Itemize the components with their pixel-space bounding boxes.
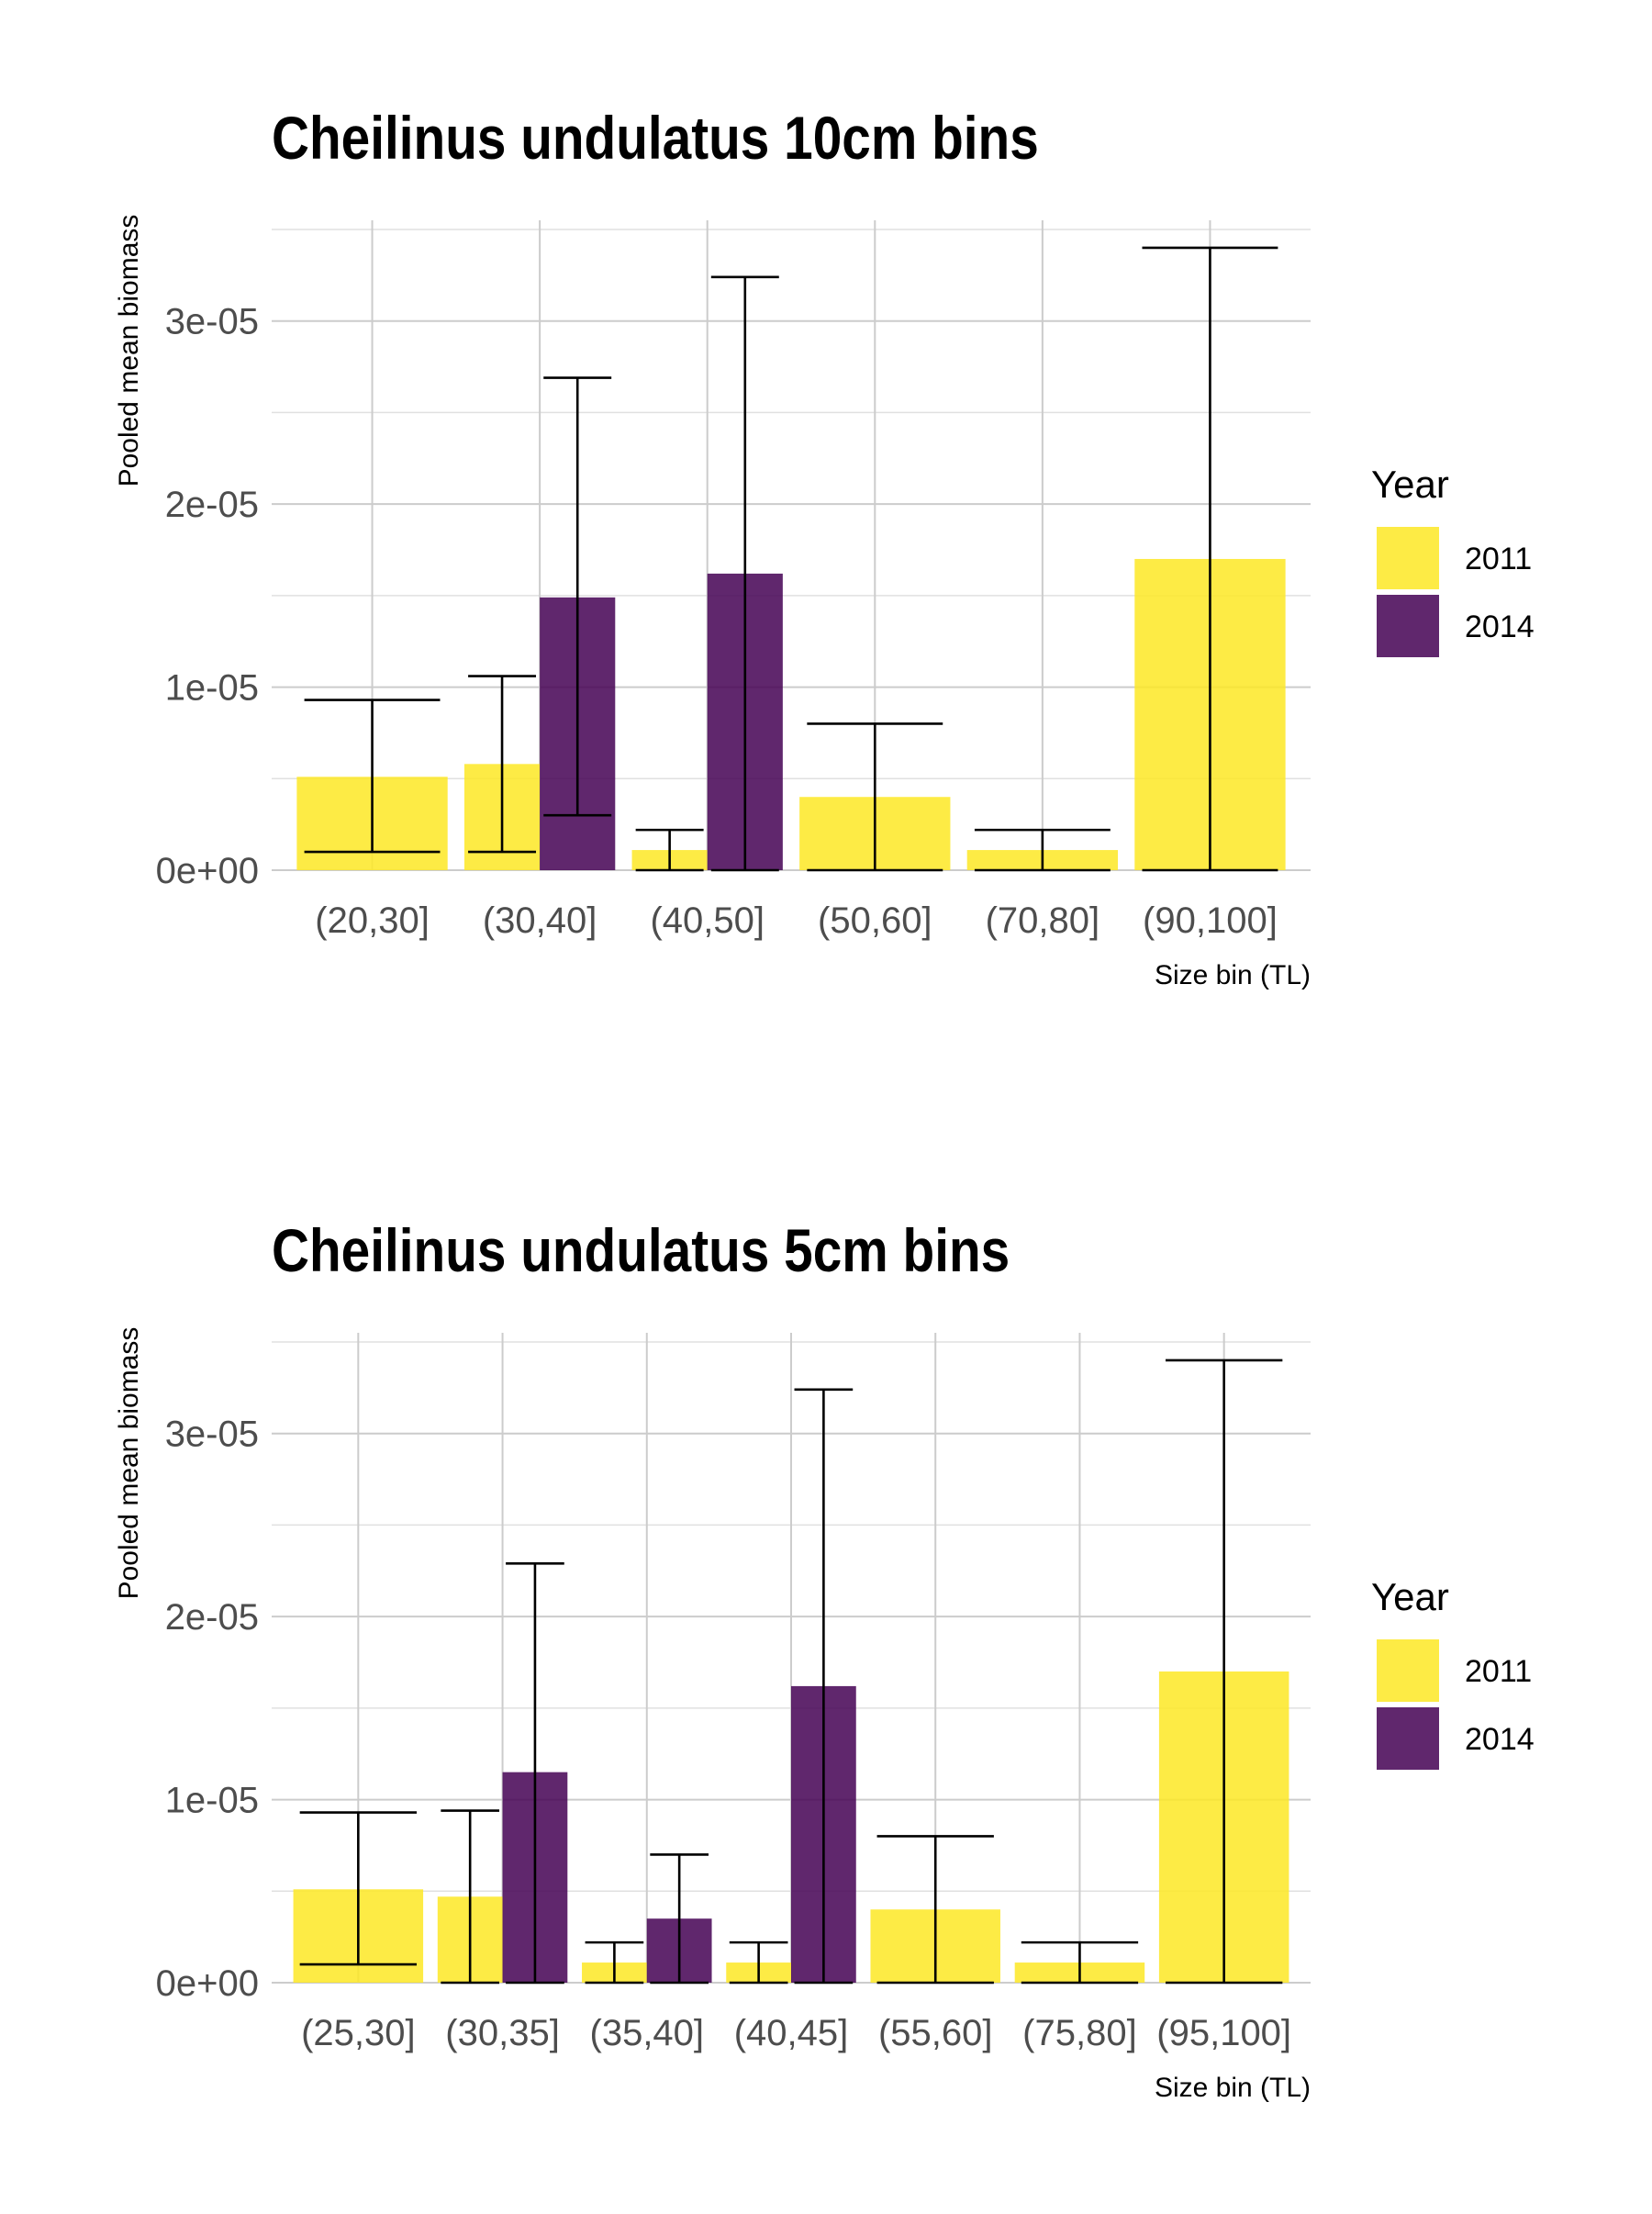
y-tick-label: 0e+00	[156, 851, 259, 891]
x-tick-label: (40,45]	[734, 2013, 849, 2053]
y-axis-title: Pooled mean biomass	[114, 215, 144, 487]
x-tick-label: (90,100]	[1143, 900, 1278, 941]
legend-swatch-2011	[1377, 527, 1439, 589]
chart-panel-10cm: Cheilinus undulatus 10cm bins 0e+00 1e-05…	[0, 0, 1652, 1101]
y-tick-label: 1e-05	[165, 1781, 259, 1821]
x-axis-title: Size bin (TL)	[1155, 960, 1311, 990]
y-tick-label: 1e-05	[165, 668, 259, 709]
y-tick-label: 2e-05	[165, 485, 259, 525]
legend-swatch-2014	[1377, 1707, 1439, 1770]
y-tick-label: 3e-05	[165, 302, 259, 342]
y-tick-label: 2e-05	[165, 1597, 259, 1638]
x-tick-label: (95,100]	[1156, 2013, 1291, 2053]
legend-label-2014: 2014	[1465, 1722, 1535, 1757]
legend-swatch-2014	[1377, 595, 1439, 657]
chart-title: Cheilinus undulatus 5cm bins	[272, 1216, 1010, 1284]
chart-10cm-plot: 0e+00 1e-05 2e-05 3e-05 (20,30] (30,40] (40,50…	[114, 215, 1535, 990]
x-tick-label: (70,80]	[986, 900, 1100, 941]
x-tick-label: (20,30]	[315, 900, 430, 941]
y-tick-label: 0e+00	[156, 1963, 259, 2004]
x-tick-label: (55,60]	[878, 2013, 993, 2053]
legend-label-2011: 2011	[1465, 1654, 1532, 1689]
legend-label-2014: 2014	[1465, 609, 1535, 644]
chart-5cm-plot: 0e+00 1e-05 2e-05 3e-05 (25,30] (30,35] (35,40…	[114, 1327, 1535, 2103]
x-tick-label: (30,40]	[483, 900, 597, 941]
x-tick-label: (30,35]	[445, 2013, 560, 2053]
legend-label-2011: 2011	[1465, 542, 1532, 576]
legend-title: Year	[1371, 463, 1449, 506]
x-axis-title: Size bin (TL)	[1155, 2073, 1311, 2103]
legend-title: Year	[1371, 1575, 1449, 1618]
chart-title: Cheilinus undulatus 10cm bins	[272, 104, 1039, 172]
x-tick-label: (75,80]	[1022, 2013, 1137, 2053]
x-tick-label: (50,60]	[818, 900, 932, 941]
y-axis-title: Pooled mean biomass	[114, 1327, 144, 1600]
legend-swatch-2011	[1377, 1639, 1439, 1702]
y-tick-label: 3e-05	[165, 1414, 259, 1455]
x-tick-label: (35,40]	[590, 2013, 705, 2053]
chart-panel-5cm: Cheilinus undulatus 5cm bins 0e+00 1e-05 2…	[0, 1113, 1652, 2214]
x-tick-label: (40,50]	[650, 900, 765, 941]
x-tick-label: (25,30]	[301, 2013, 416, 2053]
